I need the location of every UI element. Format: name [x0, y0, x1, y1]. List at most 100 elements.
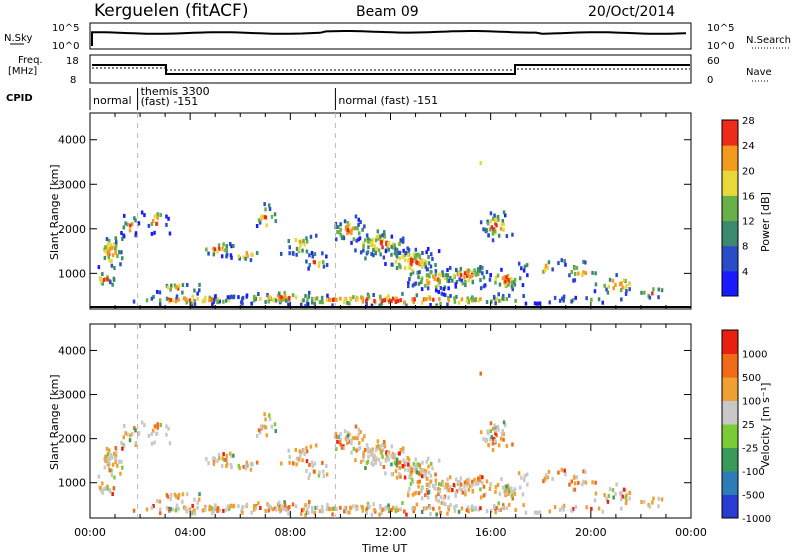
echo-cell — [525, 263, 529, 268]
echo-cell — [471, 479, 474, 484]
x-axis: 00:00 04:00 08:00 12:00 16:00 20:00 00:00 — [74, 526, 707, 539]
echo-cell — [502, 437, 505, 442]
echo-cell — [429, 479, 432, 484]
echo-cell — [471, 296, 474, 301]
echo-cell — [171, 507, 175, 512]
echo-cell — [415, 470, 419, 475]
echo-cell — [625, 493, 628, 498]
echo-cell — [504, 279, 507, 284]
echo-cell — [320, 505, 324, 509]
echo-cell — [283, 291, 286, 296]
echo-cell — [107, 255, 111, 260]
echo-cell — [181, 492, 185, 497]
echo-cell — [126, 222, 129, 227]
echo-cell — [439, 286, 443, 290]
echo-cell — [305, 459, 309, 464]
echo-cell — [593, 498, 597, 503]
echo-cell — [225, 254, 228, 259]
echo-cell — [497, 427, 500, 432]
echo-cell — [438, 482, 441, 487]
echo-cell — [392, 455, 395, 460]
echo-cell — [397, 460, 401, 465]
echo-cell — [104, 249, 107, 254]
echo-cell — [352, 504, 355, 509]
echo-cell — [455, 477, 458, 482]
echo-cell — [263, 215, 267, 220]
echo-cell — [474, 297, 477, 301]
echo-cell — [177, 283, 181, 288]
echo-cell — [447, 507, 450, 512]
echo-cell — [116, 254, 119, 259]
echo-cell — [315, 233, 318, 238]
echo-cell — [301, 458, 304, 463]
echo-cell — [410, 477, 414, 482]
echo-cell — [294, 447, 297, 452]
echo-cell — [315, 296, 319, 301]
echo-cell — [352, 446, 356, 451]
echo-cell — [314, 505, 317, 510]
echo-cell — [568, 273, 571, 278]
echo-cell — [427, 456, 430, 461]
echo-cell — [404, 251, 408, 255]
echo-cell — [402, 458, 405, 463]
echo-cell — [445, 482, 448, 487]
echo-cell — [621, 285, 624, 290]
echo-cell — [339, 296, 342, 301]
echo-cell — [103, 465, 107, 470]
echo-cell — [521, 492, 525, 497]
echo-cell — [434, 263, 437, 267]
echo-cell — [365, 297, 369, 302]
echo-cell — [399, 507, 402, 512]
echo-cell — [381, 233, 384, 238]
echo-cell — [432, 297, 435, 302]
echo-cell — [479, 278, 482, 283]
echo-cell — [597, 506, 601, 511]
echo-cell — [288, 454, 291, 459]
echo-cell — [605, 496, 608, 501]
echo-cell — [628, 491, 632, 495]
echo-cell — [406, 246, 409, 251]
echo-cell — [390, 234, 394, 239]
echo-cell — [584, 470, 587, 474]
echo-cell — [150, 505, 154, 510]
echo-cell — [198, 497, 201, 502]
echo-cell — [544, 263, 548, 268]
echo-cell — [238, 256, 241, 261]
echo-cell — [308, 253, 311, 258]
echo-cell — [459, 482, 463, 487]
echo-cell — [343, 509, 346, 514]
echo-cell — [362, 453, 365, 458]
echo-cell — [338, 440, 341, 445]
echo-cell — [455, 267, 458, 272]
echo-cell — [562, 294, 566, 299]
echo-cell — [342, 236, 346, 241]
power-axes: 1000 2000 3000 4000 — [58, 113, 692, 309]
echo-cell — [590, 506, 593, 511]
echo-cell — [606, 499, 610, 504]
echo-cell — [413, 297, 416, 302]
echo-cell — [407, 258, 410, 263]
echo-cell — [305, 469, 308, 473]
echo-cell — [479, 430, 483, 435]
echo-cell — [401, 239, 405, 244]
echo-cell — [294, 295, 298, 300]
colorbar-swatch — [722, 400, 738, 425]
echo-cell — [112, 486, 116, 491]
echo-cell — [401, 291, 404, 296]
echo-cell — [651, 500, 654, 505]
echo-cell — [217, 243, 221, 248]
echo-cell — [123, 213, 126, 218]
echo-cell — [152, 504, 155, 508]
echo-cell — [273, 422, 277, 427]
echo-cell — [399, 238, 402, 243]
colorbar-tick-label: 500 — [742, 373, 761, 384]
echo-cell — [582, 270, 585, 275]
echo-cell — [159, 423, 162, 427]
echo-cell — [340, 445, 344, 450]
echo-cell — [361, 299, 365, 304]
echo-cell — [447, 295, 450, 300]
echo-cell — [352, 237, 356, 242]
echo-cell — [379, 240, 383, 245]
echo-cell — [381, 245, 384, 250]
echo-cell — [232, 244, 235, 248]
